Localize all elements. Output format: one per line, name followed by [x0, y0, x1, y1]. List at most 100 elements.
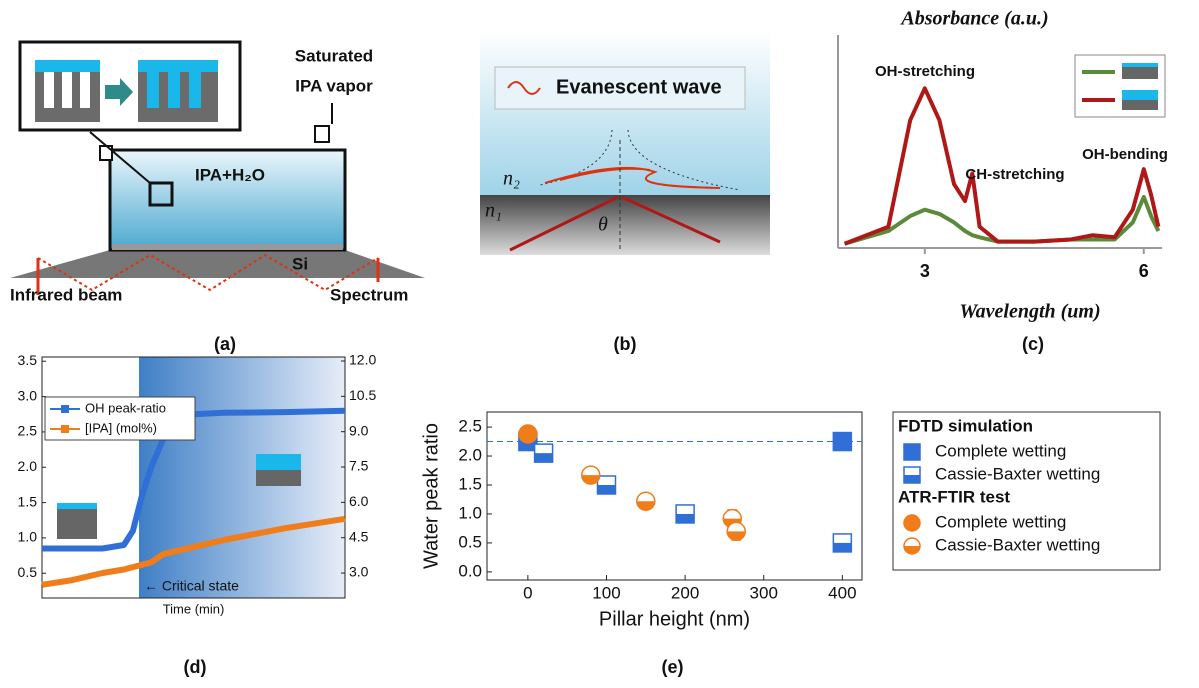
legend-label: Cassie-Baxter wetting — [935, 535, 1100, 554]
caption: (d) — [184, 657, 207, 677]
annotation: ← Critical state — [144, 578, 239, 594]
icon-arrow — [105, 78, 133, 106]
point — [832, 533, 853, 553]
point — [636, 491, 656, 511]
plot-frame — [486, 411, 863, 581]
x-tick-label: 6 — [1139, 261, 1149, 281]
label: IPA vapor — [295, 76, 373, 95]
legend-label: Complete wetting — [935, 441, 1066, 460]
y-tick-label: 1.5 — [458, 474, 482, 493]
wetted-region — [139, 357, 345, 598]
pillar-row — [112, 244, 343, 250]
legend-box — [494, 66, 746, 110]
y-tick-label: 1.0 — [18, 529, 38, 545]
label: Saturated — [295, 46, 373, 65]
icon — [1122, 100, 1158, 110]
annotation: OH-stretching — [875, 63, 975, 80]
label: Evanescent wave — [556, 76, 722, 98]
marker-half — [636, 501, 655, 511]
x-axis-label: Time (min) — [163, 601, 225, 616]
y-axis-label: Water peak ratio — [420, 423, 442, 569]
icon — [256, 470, 301, 486]
legend-marker — [903, 443, 921, 461]
medium — [480, 30, 770, 195]
x-axis-label: Pillar height (nm) — [599, 608, 750, 630]
y2-tick-label: 12.0 — [349, 352, 376, 368]
zoom-box — [148, 181, 174, 207]
wave-icon — [507, 81, 541, 95]
port — [314, 125, 330, 143]
legend-title: ATR-FTIR test — [898, 487, 1010, 506]
marker — [903, 514, 921, 532]
point — [596, 475, 617, 495]
panel-a: Saturated IPA vapor IPA+H₂O Si Infrared … — [10, 40, 425, 354]
label: Si — [292, 254, 308, 273]
legend-marker — [61, 425, 69, 433]
legend-marker — [903, 514, 921, 532]
ray-out — [621, 195, 721, 244]
point — [581, 465, 601, 485]
marker — [832, 431, 853, 452]
panel-d-bg — [42, 357, 345, 598]
substrate — [480, 195, 770, 255]
y-tick-label: 2.0 — [458, 446, 482, 465]
icon — [1122, 63, 1158, 67]
beam-path — [37, 253, 379, 292]
marker-half — [904, 546, 920, 554]
y-tick-label: 0.5 — [18, 564, 38, 580]
point — [675, 504, 695, 524]
y-tick-label: 3.0 — [18, 387, 38, 403]
icon — [35, 72, 100, 122]
icon — [1122, 67, 1158, 79]
marker-half — [727, 531, 746, 541]
callout — [89, 131, 151, 184]
label: IPA+H₂O — [195, 165, 265, 184]
y-tick-label: 2.5 — [458, 417, 482, 436]
x-tick-label: 400 — [828, 583, 856, 602]
caption: (a) — [214, 334, 236, 354]
marker — [518, 424, 538, 444]
x-tick-label: 3 — [920, 261, 930, 281]
point — [518, 424, 538, 444]
legend-label: Cassie-Baxter wetting — [935, 464, 1100, 483]
legend-label: [IPA] (mol%) — [85, 420, 157, 435]
marker-half — [534, 453, 553, 463]
legend-box — [44, 396, 196, 441]
series-line — [41, 515, 346, 588]
legend-marker — [61, 405, 69, 413]
annotation: CH-stretching — [965, 166, 1064, 183]
y-tick-label: 1.0 — [458, 503, 482, 522]
icon — [35, 60, 100, 72]
point — [832, 431, 853, 452]
icon — [138, 72, 218, 122]
marker-half — [676, 513, 695, 523]
x-tick-label: 100 — [592, 583, 620, 602]
legend-title: FDTD simulation — [898, 416, 1033, 435]
y-axis-label: Absorbance (a.u.) — [899, 8, 1048, 30]
ray-in — [509, 195, 619, 252]
marker-half — [581, 475, 600, 485]
marker — [903, 443, 921, 461]
series-line — [42, 407, 346, 552]
point — [533, 443, 554, 463]
prism — [10, 250, 425, 278]
x-tick-label: 200 — [671, 583, 699, 602]
label: Spectrum — [330, 285, 408, 304]
y2-tick-label: 4.5 — [349, 528, 369, 544]
y-tick-label: 0.0 — [458, 561, 482, 580]
y-tick-label: 2.0 — [18, 458, 38, 474]
decay-envelope — [539, 129, 741, 191]
y2-tick-label: 6.0 — [349, 493, 369, 509]
panel-b: Evanescent wave n₂ n₁ θ (b) — [480, 30, 770, 354]
x-tick-label: 0 — [523, 583, 532, 602]
icon — [57, 509, 97, 539]
y2-tick-label: 10.5 — [349, 387, 376, 403]
y-tick-label: 3.5 — [18, 352, 38, 368]
annotation: OH-bending — [1082, 146, 1168, 163]
plot-frame — [41, 356, 346, 599]
marker-half — [833, 542, 852, 552]
legend-box — [892, 411, 1161, 571]
